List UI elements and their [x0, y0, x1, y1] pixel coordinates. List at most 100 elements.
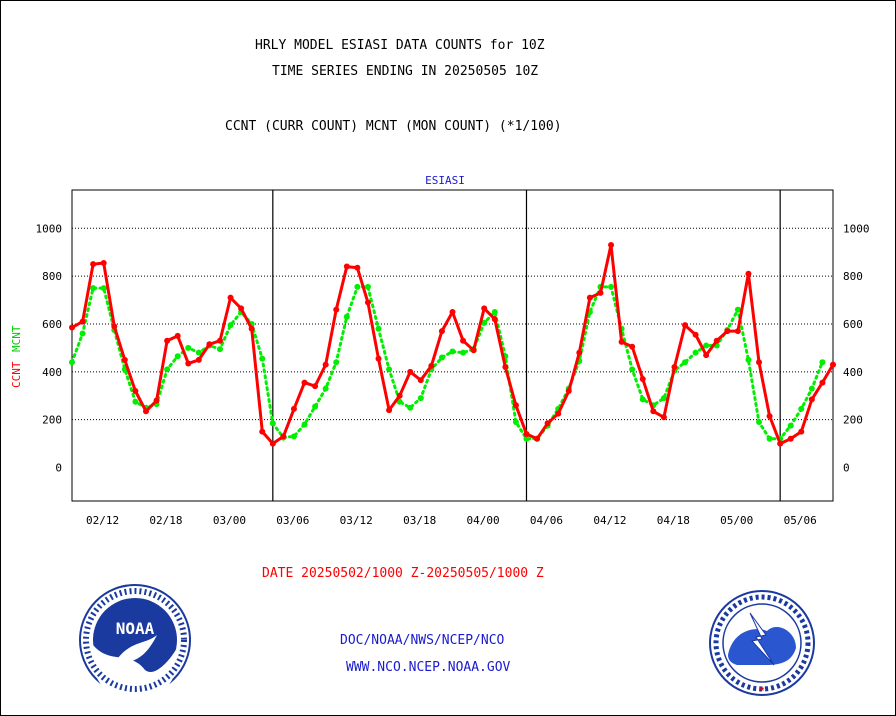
data-point	[491, 309, 498, 316]
data-point	[660, 395, 667, 402]
data-point	[90, 285, 97, 292]
y-tick-label: 400	[42, 366, 62, 379]
data-point	[756, 419, 763, 426]
data-point	[174, 332, 181, 339]
data-point	[481, 319, 488, 326]
data-point	[460, 349, 467, 356]
x-tick-label: 03/00	[213, 514, 246, 527]
data-point	[608, 242, 615, 249]
plot-area	[71, 189, 834, 502]
data-point	[692, 331, 699, 338]
data-point	[290, 405, 297, 412]
x-tick-label: 05/00	[720, 514, 753, 527]
data-point	[618, 338, 625, 345]
data-point	[206, 341, 213, 348]
data-point	[428, 362, 435, 369]
x-tick-label: 04/18	[657, 514, 690, 527]
data-point	[69, 324, 75, 331]
data-point	[238, 305, 245, 312]
data-point	[417, 377, 424, 384]
x-axis: 02/12 02/18 03/00 03/06 03/12 03/18 04/00 04/06…	[86, 514, 817, 527]
data-point	[576, 349, 583, 356]
data-point	[269, 440, 276, 447]
data-point	[629, 366, 636, 373]
data-point	[301, 421, 308, 428]
svg-text:★: ★	[759, 683, 765, 694]
data-point	[660, 414, 667, 421]
data-point	[565, 387, 572, 394]
data-point	[216, 346, 223, 353]
y-tick-label: 400	[843, 366, 863, 379]
y-axis-label-ccnt: CCNT	[10, 361, 23, 388]
data-point	[639, 375, 646, 382]
y-tick-label: 0	[55, 462, 62, 475]
chart-header-line-2: TIME SERIES ENDING IN 20250505 10Z	[272, 64, 539, 79]
data-point	[470, 347, 477, 354]
data-point	[703, 352, 710, 359]
noaa-wordmark: NOAA	[116, 619, 155, 638]
chart-header-line-1: HRLY MODEL ESIASI DATA COUNTS for 10Z	[255, 38, 545, 53]
data-point	[259, 428, 266, 435]
data-point	[364, 283, 371, 290]
data-point	[195, 349, 202, 356]
data-point	[491, 316, 498, 323]
date-range-label: DATE 20250502/1000 Z-20250505/1000 Z	[262, 566, 544, 581]
data-point	[164, 337, 171, 344]
data-point	[449, 309, 456, 316]
data-point	[650, 408, 657, 415]
data-point	[69, 359, 75, 366]
noaa-logo: NOAA	[79, 584, 191, 702]
data-point	[597, 289, 604, 296]
data-point	[216, 337, 223, 344]
data-point	[280, 433, 287, 440]
website-label: WWW.NCO.NCEP.NOAA.GOV	[346, 660, 511, 675]
data-point	[819, 379, 826, 386]
x-tick-label: 03/06	[276, 514, 309, 527]
data-point	[417, 395, 424, 402]
grid	[72, 227, 833, 421]
data-point	[460, 337, 467, 344]
data-point	[269, 420, 276, 427]
data-point	[386, 407, 393, 414]
data-point	[586, 294, 593, 301]
data-point	[322, 385, 329, 392]
data-point	[290, 433, 297, 440]
data-point	[185, 360, 192, 367]
data-point	[766, 413, 773, 420]
x-tick-label: 04/00	[467, 514, 500, 527]
data-point	[787, 435, 794, 442]
y-tick-label: 200	[42, 414, 62, 427]
data-point	[79, 330, 86, 337]
x-tick-label: 05/06	[784, 514, 817, 527]
data-point	[777, 440, 784, 447]
y-tick-label: 600	[42, 318, 62, 331]
nws-logo: ★	[709, 590, 815, 696]
x-tick-label: 02/12	[86, 514, 119, 527]
data-point	[132, 398, 139, 405]
data-point	[798, 428, 805, 435]
y-tick-label: 200	[843, 414, 863, 427]
data-point	[703, 342, 710, 349]
y-tick-label: 800	[42, 270, 62, 283]
data-point	[798, 405, 805, 412]
y-axis-right: 0 200 400 600 800 1000	[843, 222, 870, 474]
x-tick-label: 03/12	[340, 514, 373, 527]
series-ccnt	[69, 242, 836, 447]
data-point	[354, 283, 361, 290]
data-point	[343, 313, 350, 320]
data-point	[629, 343, 636, 350]
data-point	[195, 356, 202, 363]
data-point	[333, 306, 340, 313]
data-point	[534, 435, 541, 442]
data-point	[164, 366, 171, 373]
data-point	[438, 328, 445, 335]
plot-title: ESIASI	[425, 174, 465, 187]
data-point	[724, 328, 731, 335]
series-line-mcnt	[70, 285, 824, 441]
data-point	[121, 356, 128, 363]
data-point	[449, 348, 456, 355]
data-point	[386, 366, 393, 373]
data-point	[132, 387, 139, 394]
data-point	[312, 403, 319, 410]
day-dividers	[272, 190, 781, 501]
